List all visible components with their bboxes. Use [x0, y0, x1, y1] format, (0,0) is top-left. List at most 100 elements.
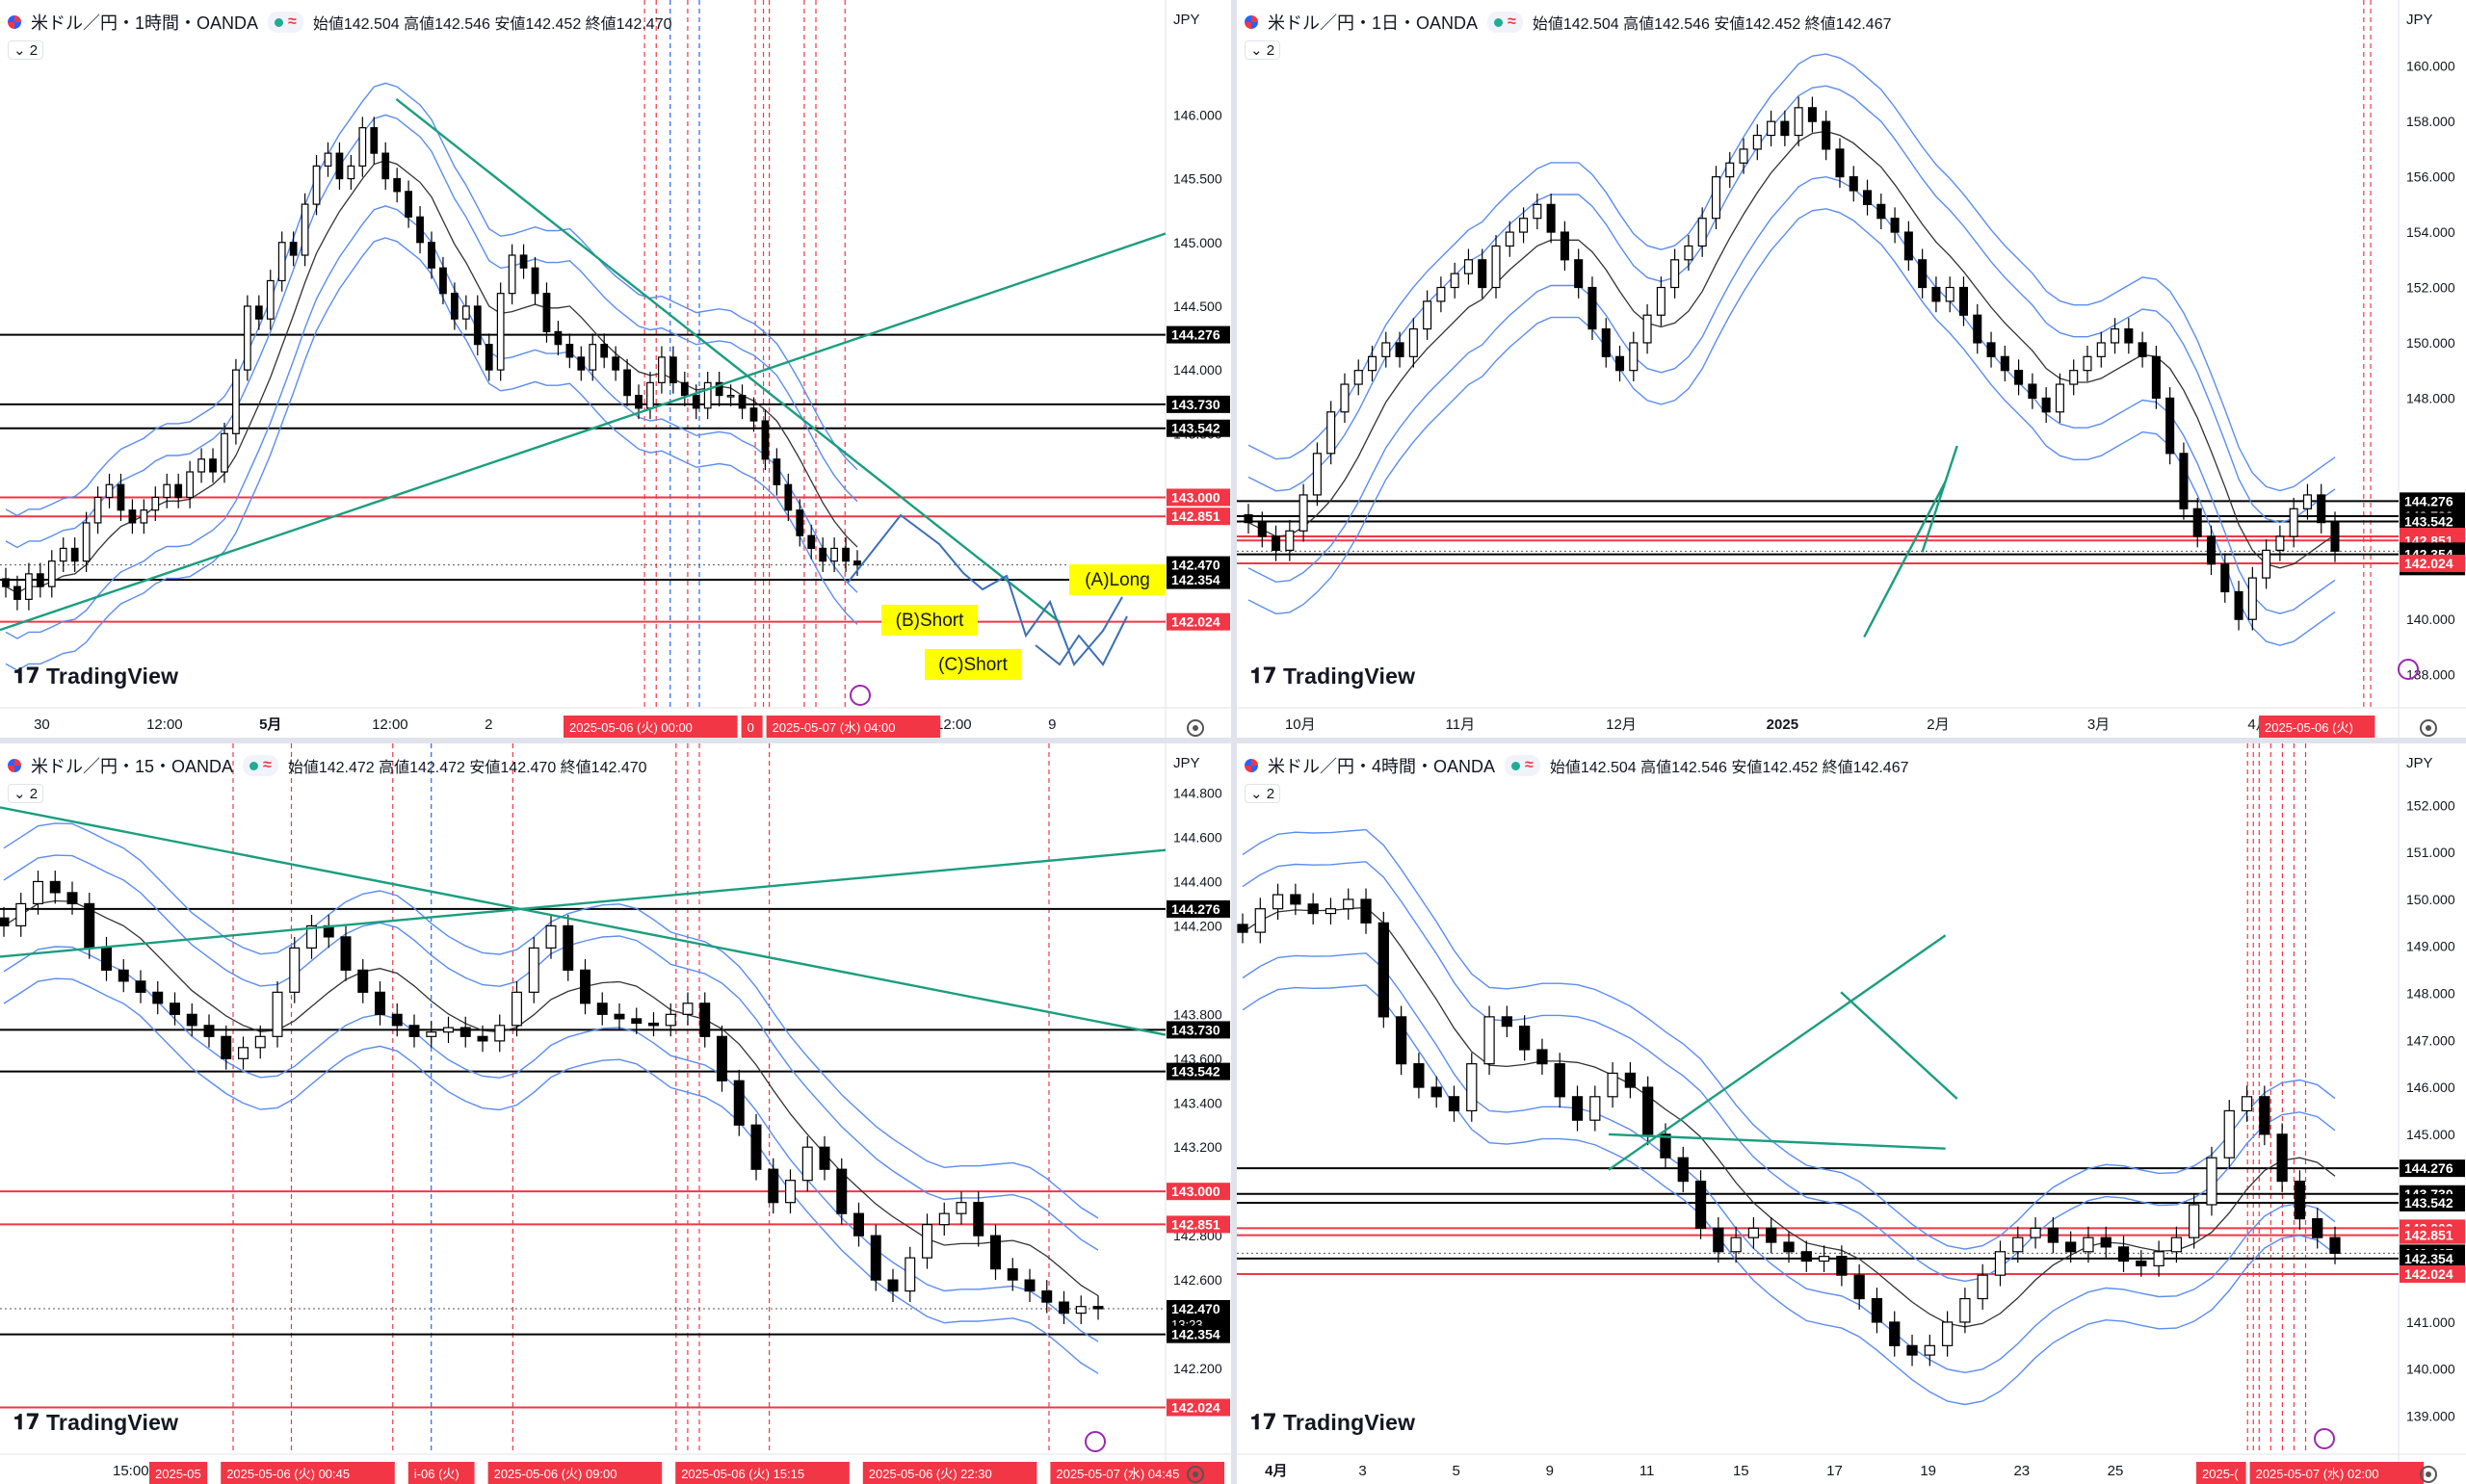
tradingview-logo[interactable]: 𝟏7 TradingView — [13, 1410, 178, 1436]
candle — [1448, 1096, 1460, 1112]
chart-header[interactable]: 米ドル／円・1日・OANDA ≈ 始値142.504 高値142.546 安値142… — [1245, 6, 1892, 39]
scenario-label-box[interactable] — [881, 605, 978, 636]
market-status-badge[interactable]: ≈ — [243, 755, 278, 776]
trendline[interactable] — [0, 848, 1167, 958]
candle — [563, 924, 574, 971]
scenario-label-box[interactable] — [925, 649, 1021, 680]
currency-label[interactable]: JPY — [2406, 755, 2433, 771]
candle — [973, 1202, 984, 1237]
chevron-down-icon: ⌄ — [1250, 786, 1267, 802]
candle — [1423, 300, 1432, 330]
candle — [2165, 397, 2175, 455]
candle — [715, 381, 723, 397]
chart-canvas[interactable]: 144.800 144.600 144.400 144.200 143.800 143.6… — [0, 743, 1231, 1484]
settings-icon[interactable] — [1187, 719, 1204, 737]
price-axis-label — [1167, 419, 1230, 437]
indicator-collapse-toggle[interactable]: ⌄ 2 — [8, 784, 44, 803]
trendline[interactable] — [0, 806, 1167, 1036]
tradingview-logo[interactable]: 𝟏7 TradingView — [1250, 664, 1415, 690]
candle — [1395, 1016, 1407, 1065]
chart-canvas[interactable]: (A)Long (B)Short (C)Short 146.000 145.500 145… — [0, 0, 1231, 738]
price-axis-tick: 144.200 — [1173, 918, 1222, 933]
candle — [1853, 1274, 1865, 1300]
currency-label[interactable]: JPY — [1173, 12, 1200, 28]
candle — [1574, 259, 1584, 289]
symbol-title[interactable]: 米ドル／円・15・OANDA — [31, 757, 234, 776]
tradingview-logo[interactable]: 𝟏7 TradingView — [1250, 1410, 1415, 1436]
lightning-icon[interactable] — [2314, 1428, 2335, 1449]
candle — [36, 573, 44, 587]
chart-pane-h4[interactable]: 152.000 151.000 150.000 149.000 148.000 147.0… — [1237, 743, 2466, 1484]
currency-label[interactable]: JPY — [1173, 755, 1200, 771]
market-status-badge[interactable]: ≈ — [1505, 755, 1540, 776]
symbol-title[interactable]: 米ドル／円・1日・OANDA — [1268, 13, 1479, 33]
candle — [1890, 218, 1900, 233]
symbol-title[interactable]: 米ドル／円・4時間・OANDA — [1268, 757, 1496, 776]
price-axis-label-text: 143.542 — [2404, 1195, 2453, 1211]
settings-icon[interactable] — [1187, 1466, 1204, 1483]
us-flag-icon — [8, 15, 21, 29]
symbol-title[interactable]: 米ドル／円・1時間・OANDA — [31, 13, 259, 33]
lightning-icon[interactable] — [1085, 1431, 1106, 1452]
bollinger-band — [5, 237, 858, 671]
trendline[interactable] — [395, 97, 1062, 624]
trendline[interactable] — [1840, 991, 1958, 1100]
candle — [614, 1013, 625, 1020]
candle — [186, 471, 195, 499]
time-axis-tick: 17 — [1826, 1463, 1843, 1479]
candle — [2259, 1096, 2270, 1135]
settings-icon[interactable] — [2420, 719, 2437, 737]
price-axis-tick: 156.000 — [2406, 169, 2455, 185]
candle — [2294, 1181, 2306, 1220]
bollinger-band — [3, 822, 1099, 1219]
lightning-icon[interactable] — [2398, 659, 2419, 680]
chart-header[interactable]: 米ドル／円・4時間・OANDA ≈ 始値142.504 高値142.546 安値14… — [1245, 749, 1909, 782]
candle — [580, 969, 590, 1004]
scenario-path-alt[interactable] — [1035, 615, 1128, 666]
trendline[interactable] — [1863, 481, 1947, 638]
trendline[interactable] — [1608, 934, 1947, 1171]
chart-canvas[interactable]: 152.000 151.000 150.000 149.000 148.000 147.0… — [1237, 743, 2466, 1484]
chart-header[interactable]: 米ドル／円・1時間・OANDA ≈ 始値142.504 高値142.546 安値14… — [8, 6, 672, 39]
candle — [15, 902, 27, 926]
time-axis-badge-text: 2025-05-07 (水) 04:00 — [773, 720, 896, 735]
indicator-collapse-toggle[interactable]: ⌄ 2 — [8, 40, 44, 60]
candle — [1478, 259, 1487, 289]
pane-divider-horizontal[interactable] — [0, 738, 2466, 743]
scenario-label-box[interactable] — [1069, 564, 1166, 595]
candle — [2220, 563, 2230, 593]
bollinger-band — [5, 114, 858, 549]
market-status-badge[interactable]: ≈ — [1487, 12, 1523, 33]
time-axis-tick: 15:00 — [113, 1463, 149, 1479]
chart-header[interactable]: 米ドル／円・15・OANDA ≈ 始値142.472 高値142.472 安値142… — [8, 749, 647, 782]
trendline[interactable] — [1608, 1133, 1946, 1150]
indicator-collapse-toggle[interactable]: ⌄ 2 — [1245, 40, 1281, 60]
chart-pane-d1[interactable]: 160.000 158.000 156.000 154.000 152.000 150.0… — [1237, 0, 2466, 738]
price-axis-label-text: 143.542 — [1171, 421, 1220, 436]
candle — [340, 936, 352, 971]
candle — [289, 242, 298, 256]
settings-icon[interactable] — [2420, 1466, 2437, 1483]
tradingview-logo[interactable]: 𝟏7 TradingView — [13, 664, 178, 690]
indicator-collapse-toggle[interactable]: ⌄ 2 — [1245, 784, 1281, 803]
trendline[interactable] — [0, 232, 1167, 632]
market-status-badge[interactable]: ≈ — [268, 12, 303, 33]
chart-pane-h1[interactable]: (A)Long (B)Short (C)Short 146.000 145.500 145… — [0, 0, 1231, 738]
data-delay-icon: ≈ — [1525, 757, 1534, 773]
candle — [1533, 203, 1542, 220]
candle — [2302, 494, 2312, 509]
chart-canvas[interactable]: 160.000 158.000 156.000 154.000 152.000 150.0… — [1237, 0, 2466, 738]
lightning-icon[interactable] — [850, 685, 871, 706]
currency-label[interactable]: JPY — [2406, 12, 2433, 28]
candle — [1483, 1016, 1495, 1065]
candle — [1818, 1256, 1830, 1263]
candle — [405, 191, 412, 218]
candle — [25, 573, 33, 600]
scenario-path[interactable] — [847, 513, 1123, 666]
chart-pane-m15[interactable]: 144.800 144.600 144.400 144.200 143.800 143.6… — [0, 743, 1231, 1484]
candle — [221, 1035, 232, 1059]
candle — [1835, 148, 1845, 178]
candle — [665, 1013, 676, 1027]
candle — [1725, 162, 1735, 178]
trendline[interactable] — [1921, 445, 1958, 553]
